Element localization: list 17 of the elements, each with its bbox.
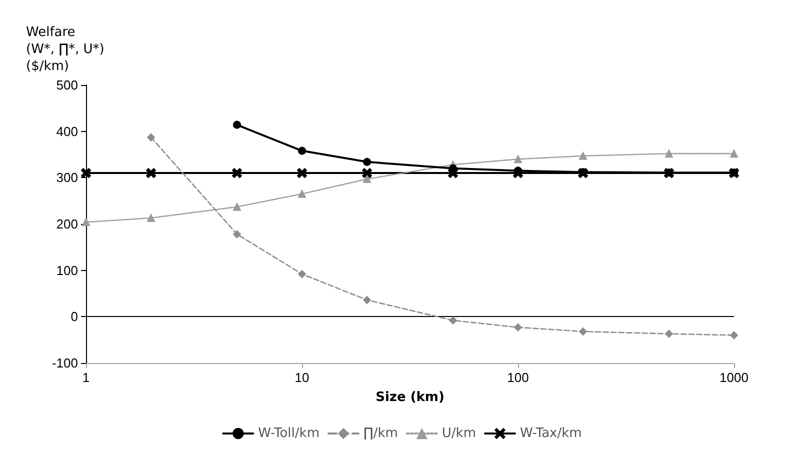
legend-label: U/km — [442, 426, 476, 441]
y-tick-label: 400 — [56, 124, 78, 139]
legend-label: W-Toll/km — [258, 426, 320, 441]
x-tick-label: 10 — [294, 370, 310, 385]
y-tick-label: -100 — [52, 356, 78, 370]
legend-label: ∏/km — [363, 426, 398, 441]
y-tick-label: 500 — [56, 78, 78, 92]
y-tick-label: 100 — [56, 262, 78, 278]
x-axis-title: Size (km) — [376, 390, 444, 405]
y-tick-label: 300 — [56, 170, 78, 186]
x-tick-label: 100 — [507, 370, 529, 385]
y-axis-title: Welfare (W*, ∏*, U*) ($/km) — [26, 25, 104, 74]
x-tick-label: 1000 — [720, 370, 748, 385]
y-tick-label: 200 — [56, 216, 78, 232]
legend-label: W-Tax/km — [520, 426, 582, 441]
y-tick-label: 0 — [70, 309, 78, 324]
x-tick-label: 1 — [82, 370, 90, 385]
